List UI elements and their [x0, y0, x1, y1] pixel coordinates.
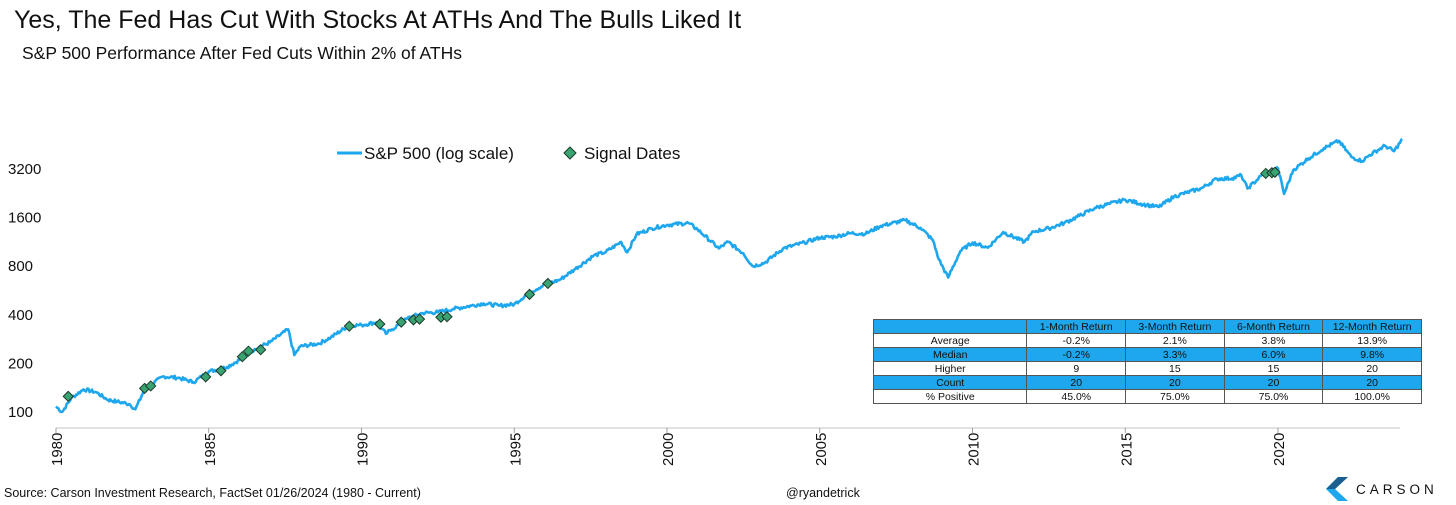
y-tick-label: 200 [8, 355, 33, 372]
table-cell: 3.8% [1223, 333, 1324, 348]
table-row: Count 20 20 20 20 [872, 375, 1422, 390]
table-header-cell: 12-Month Return [1322, 319, 1422, 334]
table-header-row: 1-Month Return 3-Month Return 6-Month Re… [872, 319, 1422, 334]
x-tick-label: 1990 [355, 433, 372, 466]
table-row-label: Average [872, 333, 1028, 348]
signal-date-marker [343, 320, 355, 332]
table-cell: 20 [1322, 361, 1422, 376]
table-cell: 2.1% [1125, 333, 1225, 348]
table-cell: 9 [1026, 361, 1127, 376]
signal-date-marker [236, 350, 249, 363]
legend-label-signal: Signal Dates [584, 144, 680, 163]
signal-date-marker [441, 311, 453, 323]
x-tick-label: 1995 [507, 433, 524, 466]
table-cell: 6.0% [1223, 347, 1324, 362]
table-cell: 20 [1125, 375, 1225, 390]
table-cell: 100.0% [1322, 389, 1422, 404]
x-tick-label: 2005 [813, 433, 830, 466]
chart-subtitle: S&P 500 Performance After Fed Cuts Withi… [22, 43, 462, 63]
sp500-line [55, 138, 1403, 414]
x-tick-label: 1985 [202, 433, 219, 466]
legend-label-sp500: S&P 500 (log scale) [364, 144, 514, 163]
table-row: Higher 9 15 15 20 [872, 361, 1422, 376]
table-cell: 20 [1223, 375, 1324, 390]
table-cell: 45.0% [1026, 389, 1127, 404]
table-cell: 9.8% [1322, 347, 1422, 362]
table-cell: 20 [1026, 375, 1127, 390]
table-row-label: Count [872, 375, 1028, 390]
table-row-label: Higher [872, 361, 1028, 376]
table-header-cell: 3-Month Return [1125, 319, 1225, 334]
carson-logo: CARSON [1326, 476, 1438, 502]
y-tick-label: 100 [8, 404, 33, 421]
source-note: Source: Carson Investment Research, Fact… [4, 486, 421, 500]
signal-date-marker [215, 365, 227, 377]
y-tick-label: 800 [8, 258, 33, 275]
signal-date-marker [395, 316, 407, 328]
table-row: % Positive 45.0% 75.0% 75.0% 100.0% [872, 389, 1422, 404]
x-tick-label: 2020 [1271, 433, 1288, 466]
table-header-cell: 1-Month Return [1026, 319, 1127, 334]
table-cell: 75.0% [1125, 389, 1225, 404]
x-tick-label: 2015 [1118, 433, 1135, 466]
signal-date-marker [523, 288, 536, 301]
table-header-cell [872, 319, 1028, 334]
table-cell: 20 [1322, 375, 1422, 390]
signal-date-marker [242, 345, 255, 357]
table-header-cell: 6-Month Return [1223, 319, 1324, 334]
stats-table: 1-Month Return 3-Month Return 6-Month Re… [872, 319, 1422, 404]
table-cell: 15 [1223, 361, 1324, 376]
logo-text: CARSON [1356, 481, 1438, 497]
chart-title: Yes, The Fed Has Cut With Stocks At ATHs… [14, 6, 742, 34]
signal-date-marker [413, 313, 426, 325]
table-cell: 13.9% [1322, 333, 1422, 348]
table-row: Average -0.2% 2.1% 3.8% 13.9% [872, 333, 1422, 348]
y-tick-label: 3200 [8, 161, 41, 178]
signal-date-marker [144, 380, 157, 392]
table-cell: -0.2% [1026, 333, 1127, 348]
y-tick-label: 1600 [8, 210, 41, 227]
table-row: Median -0.2% 3.3% 6.0% 9.8% [872, 347, 1422, 362]
table-cell: 3.3% [1125, 347, 1225, 362]
signal-date-marker [1269, 166, 1281, 178]
y-tick-label: 400 [8, 307, 33, 324]
table-cell: -0.2% [1026, 347, 1127, 362]
table-row-label: % Positive [872, 389, 1028, 404]
signal-date-marker [542, 277, 554, 290]
carson-logo-icon [1326, 477, 1348, 501]
x-tick-label: 2010 [966, 433, 983, 466]
signal-date-marker [199, 371, 212, 383]
author-handle: @ryandetrick [786, 486, 860, 500]
legend-diamond-swatch [563, 146, 577, 160]
signal-date-marker [254, 344, 267, 356]
table-row-label: Median [872, 347, 1028, 362]
x-tick-label: 2000 [660, 433, 677, 466]
table-cell: 15 [1125, 361, 1225, 376]
x-tick-label: 1980 [49, 433, 66, 466]
table-cell: 75.0% [1223, 389, 1324, 404]
signal-date-marker [62, 390, 74, 403]
signal-date-marker [374, 318, 386, 330]
